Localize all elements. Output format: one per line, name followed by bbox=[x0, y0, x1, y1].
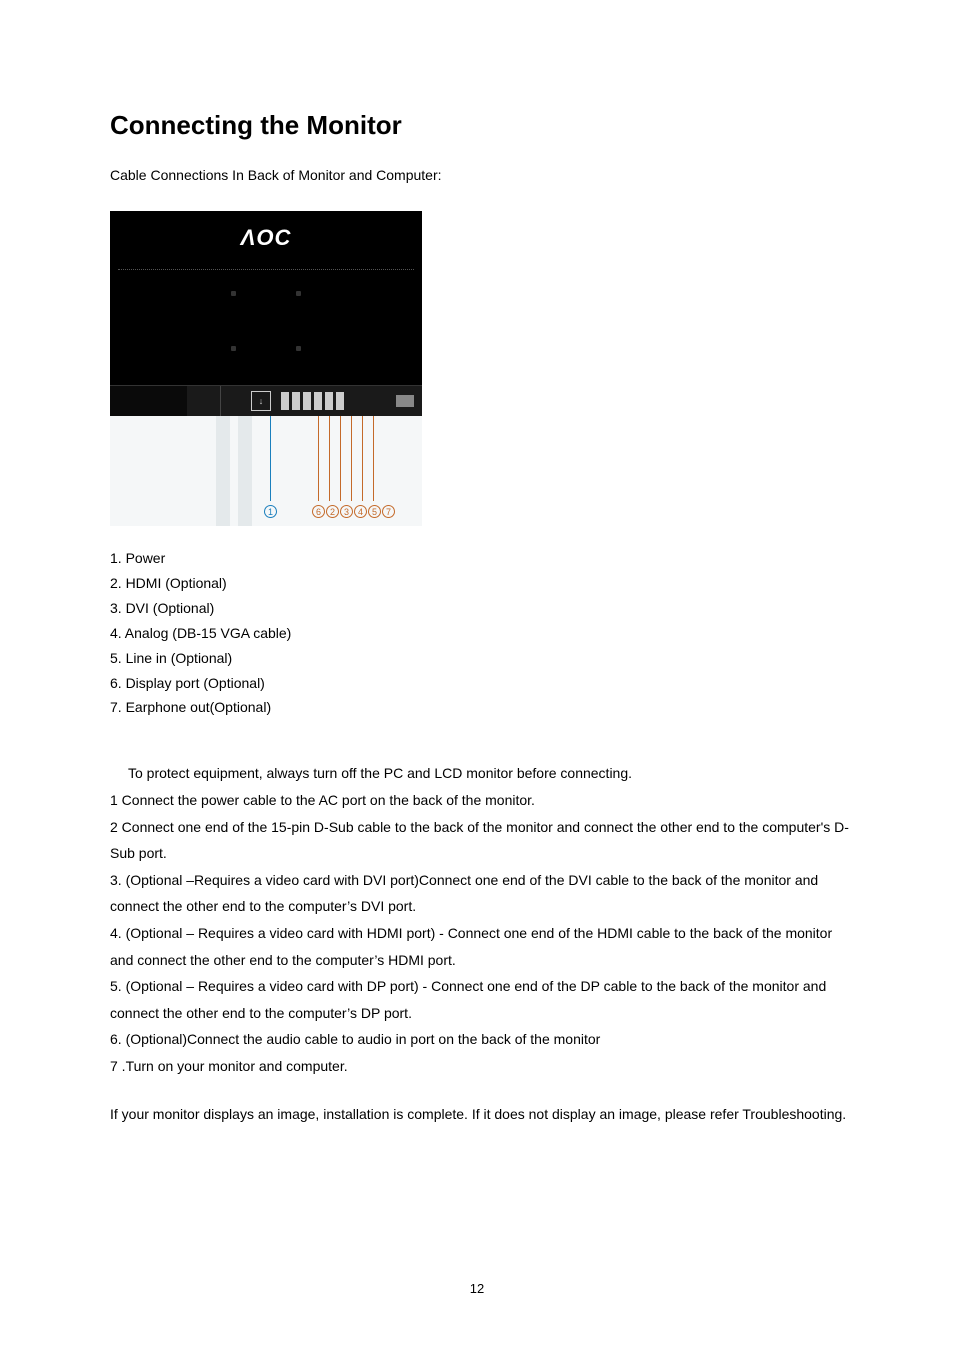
callout-number: 3 bbox=[340, 505, 353, 518]
legend-item: 2. HDMI (Optional) bbox=[110, 571, 854, 596]
callout-area: 1 6 2 3 4 5 7 bbox=[110, 416, 422, 526]
monitor-illustration: ΛOC ↓ bbox=[110, 211, 422, 526]
callout-line bbox=[329, 416, 331, 501]
callout-line bbox=[270, 416, 272, 501]
instruction-step: 4. (Optional – Requires a video card wit… bbox=[110, 920, 854, 973]
legend-item: 4. Analog (DB-15 VGA cable) bbox=[110, 621, 854, 646]
instruction-step: 1 Connect the power cable to the AC port… bbox=[110, 787, 854, 814]
page-number: 12 bbox=[0, 1281, 954, 1296]
intro-text: Cable Connections In Back of Monitor and… bbox=[110, 167, 854, 183]
power-port-icon: ↓ bbox=[251, 391, 271, 411]
instruction-pre: To protect equipment, always turn off th… bbox=[110, 760, 854, 787]
instruction-step: 3. (Optional –Requires a video card with… bbox=[110, 867, 854, 920]
port-icon bbox=[314, 392, 322, 410]
port-icon bbox=[325, 392, 333, 410]
vent-row bbox=[110, 346, 422, 351]
legend-list: 1. Power 2. HDMI (Optional) 3. DVI (Opti… bbox=[110, 546, 854, 720]
callout-line bbox=[351, 416, 353, 501]
port-icon bbox=[281, 392, 289, 410]
callout-line bbox=[340, 416, 342, 501]
port-icon bbox=[336, 392, 344, 410]
legend-item: 3. DVI (Optional) bbox=[110, 596, 854, 621]
callout-number: 1 bbox=[264, 505, 277, 518]
callout-line bbox=[318, 416, 320, 501]
callout-line bbox=[362, 416, 364, 501]
separator bbox=[118, 269, 414, 270]
callout-number: 5 bbox=[368, 505, 381, 518]
callout-number: 7 bbox=[382, 505, 395, 518]
page-title: Connecting the Monitor bbox=[110, 110, 854, 141]
callout-line bbox=[373, 416, 375, 501]
instruction-step: 6. (Optional)Connect the audio cable to … bbox=[110, 1026, 854, 1053]
instructions-block: To protect equipment, always turn off th… bbox=[110, 760, 854, 1079]
port-icon bbox=[292, 392, 300, 410]
instruction-step: 2 Connect one end of the 15-pin D-Sub ca… bbox=[110, 814, 854, 867]
port-icon bbox=[303, 392, 311, 410]
callout-number: 4 bbox=[354, 505, 367, 518]
legend-item: 1. Power bbox=[110, 546, 854, 571]
legend-item: 5. Line in (Optional) bbox=[110, 646, 854, 671]
instruction-step: 5. (Optional – Requires a video card wit… bbox=[110, 973, 854, 1026]
legend-item: 6. Display port (Optional) bbox=[110, 671, 854, 696]
vent-row bbox=[110, 291, 422, 296]
closing-text: If your monitor displays an image, insta… bbox=[110, 1101, 854, 1128]
monitor-logo: ΛOC bbox=[110, 225, 422, 251]
callout-number: 2 bbox=[326, 505, 339, 518]
port-strip: ↓ bbox=[110, 385, 422, 416]
legend-item: 7. Earphone out(Optional) bbox=[110, 695, 854, 720]
instruction-step: 7 .Turn on your monitor and computer. bbox=[110, 1053, 854, 1080]
callout-number: 6 bbox=[312, 505, 325, 518]
